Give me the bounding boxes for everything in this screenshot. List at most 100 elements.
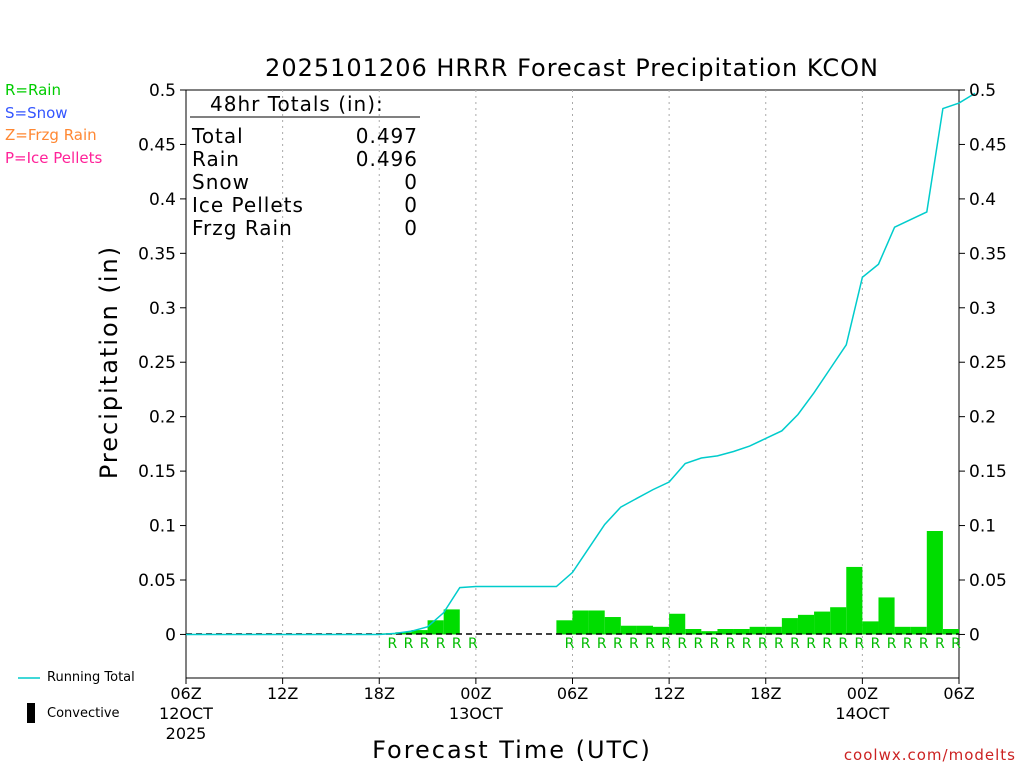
y-tick-label-right: 0.3	[969, 299, 996, 319]
y-tick-label-left: 0.2	[149, 408, 176, 428]
precip-bar	[685, 629, 702, 635]
convective-swatch	[27, 703, 35, 723]
x-tick-date: 14OCT	[835, 704, 889, 723]
precip-bar	[395, 632, 412, 635]
precip-bar	[910, 626, 927, 635]
y-tick-label-right: 0	[969, 625, 980, 645]
credit-text: coolwx.com/modelts	[843, 746, 1016, 764]
ptype-letter: R	[693, 636, 703, 652]
x-tick-label: 18Z	[750, 684, 781, 703]
y-tick-label-right: 0.15	[969, 462, 1007, 482]
vertical-gridlines	[282, 90, 863, 678]
ptype-letter: R	[838, 636, 848, 652]
y-tick-label-right: 0.1	[969, 517, 996, 537]
ptype-letter: R	[581, 636, 591, 652]
y-axis-labels: 0 00.05 0.050.1 0.10.15 0.150.2 0.20.25 0.250.…	[138, 81, 1007, 645]
ptype-letter: R	[855, 636, 865, 652]
ptype-letter: R	[565, 636, 575, 652]
precip-bar	[411, 630, 428, 635]
x-tick-label: 12Z	[267, 684, 298, 703]
totals-header: 48hr Totals (in):	[210, 92, 384, 116]
ptype-letter: R	[420, 636, 430, 652]
precip-bar	[443, 609, 460, 635]
ptype-letter: R	[903, 636, 913, 652]
precip-bar	[878, 597, 895, 635]
precip-bar	[636, 625, 654, 635]
precip-bar	[814, 611, 831, 635]
ptype-letter: R	[468, 636, 478, 652]
running-total-line	[186, 92, 976, 636]
y-tick-label-right: 0.05	[969, 571, 1007, 591]
y-tick-label-left: 0.3	[149, 299, 176, 319]
precip-bar	[556, 620, 573, 635]
x-tick-label: 06Z	[943, 684, 974, 703]
totals-label: Frzg Rain	[192, 216, 293, 240]
ptype-letter: R	[597, 636, 607, 652]
totals-value: 0	[404, 216, 418, 240]
ptype-letter: R	[758, 636, 768, 652]
precip-bar	[620, 625, 637, 635]
legend-ice-pellets: P=Ice Pellets	[5, 149, 103, 167]
ptype-letter: R	[774, 636, 784, 652]
x-tick-year: 2025	[166, 724, 207, 743]
x-tick-label: 18Z	[364, 684, 395, 703]
precip-bar	[717, 629, 734, 635]
chart-title: 2025101206 HRRR Forecast Precipitation K…	[265, 54, 879, 82]
precip-bar	[942, 629, 959, 635]
precip-bar	[572, 610, 589, 635]
x-tick-label: 00Z	[847, 684, 878, 703]
precip-bar	[653, 626, 670, 635]
ptype-letter: R	[806, 636, 816, 652]
precip-bar	[427, 620, 444, 635]
ptype-letter: R	[677, 636, 687, 652]
x-tick-label: 06Z	[557, 684, 588, 703]
x-tick-date: 13OCT	[449, 704, 503, 723]
y-tick-label-left: 0.1	[149, 517, 176, 537]
y-tick-label-right: 0.25	[969, 353, 1007, 373]
precip-bar	[701, 631, 718, 635]
x-tick-label: 00Z	[460, 684, 491, 703]
ptype-letter: R	[645, 636, 655, 652]
ptype-letter: R	[387, 636, 397, 652]
totals-label: Total	[191, 124, 244, 148]
y-tick-label-left: 0.35	[138, 244, 176, 264]
precip-bar	[765, 626, 782, 635]
legend-frzg-rain: Z=Frzg Rain	[5, 126, 97, 144]
precip-bar	[669, 613, 686, 635]
ptype-letter: R	[935, 636, 945, 652]
precip-bar	[733, 629, 750, 635]
ptype-letter: R	[629, 636, 639, 652]
axis-ticks	[180, 89, 965, 684]
x-tick-label: 12Z	[653, 684, 684, 703]
ptype-letter: R	[887, 636, 897, 652]
totals-label: Snow	[192, 170, 250, 194]
y-tick-label-left: 0.25	[138, 353, 176, 373]
x-tick-date: 12OCT	[159, 704, 213, 723]
ptype-letter: R	[452, 636, 462, 652]
precip-bar	[830, 607, 847, 635]
legend-running-total: Running Total	[47, 670, 135, 685]
x-tick-label: 06Z	[170, 684, 201, 703]
ptype-letter: R	[951, 636, 961, 652]
precip-bar	[862, 621, 879, 635]
y-tick-label-right: 0.45	[969, 135, 1007, 155]
ptype-letter: R	[404, 636, 414, 652]
y-tick-label-right: 0.4	[969, 190, 996, 210]
y-tick-label-right: 0.2	[969, 408, 996, 428]
legend-snow: S=Snow	[5, 104, 68, 122]
ptype-letter: R	[822, 636, 832, 652]
ptype-letter: R	[790, 636, 800, 652]
precip-bar	[797, 614, 815, 635]
y-tick-label-left: 0.15	[138, 462, 176, 482]
x-axis-title: Forecast Time (UTC)	[372, 736, 652, 764]
y-tick-label-right: 0.5	[969, 81, 996, 101]
precip-bar	[588, 610, 605, 635]
totals-value: 0	[404, 170, 418, 194]
ptype-letter: R	[919, 636, 929, 652]
y-tick-label-right: 0.35	[969, 244, 1007, 264]
precip-bar	[846, 566, 863, 635]
y-tick-label-left: 0.45	[138, 135, 176, 155]
